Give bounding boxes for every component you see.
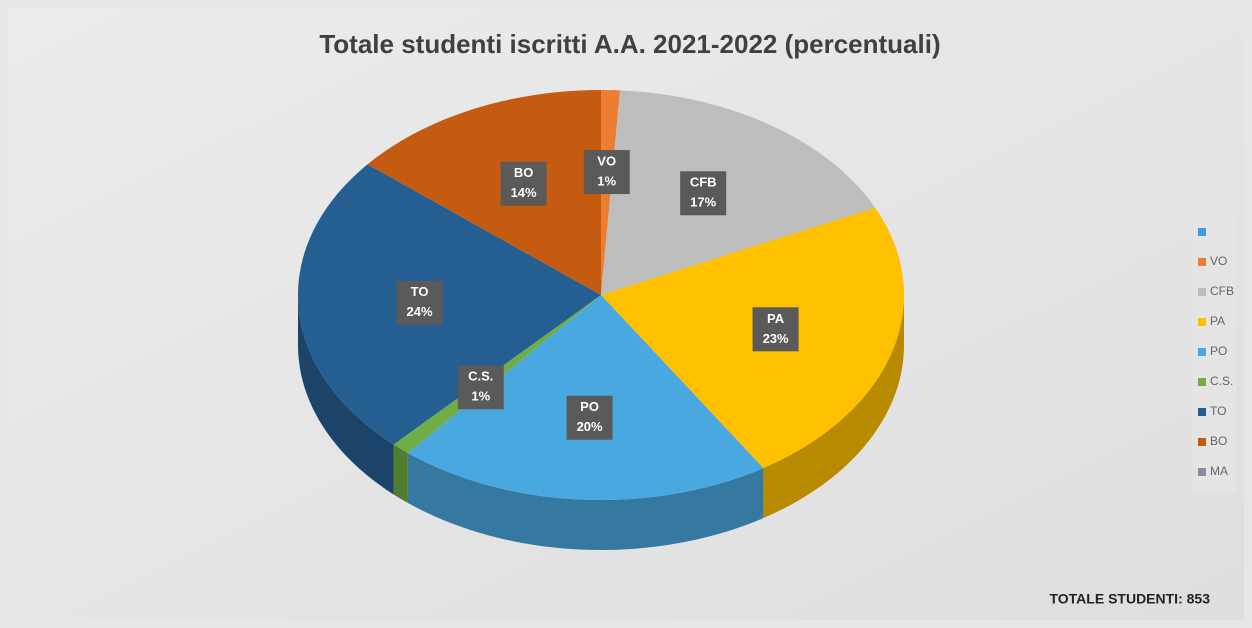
data-label-value: 23% [763, 331, 789, 346]
data-label-box [566, 395, 613, 440]
annotation: TOTALE STUDENTI: 853 [1049, 591, 1210, 607]
legend-label: PA [1210, 314, 1225, 328]
legend-swatch [1198, 438, 1206, 446]
legend-label: VO [1210, 254, 1227, 268]
data-label: PO 20% [566, 395, 613, 440]
legend-label: MA [1210, 464, 1228, 478]
slice-side [763, 295, 904, 519]
data-label-box [752, 307, 799, 352]
slice-side [298, 295, 394, 495]
data-label-category: PO [580, 399, 599, 414]
data-label-box [457, 365, 504, 410]
slice [367, 90, 601, 295]
data-label: PA 23% [752, 307, 799, 352]
data-label: TO 24% [396, 280, 443, 325]
slice [601, 90, 876, 296]
legend-label: BO [1210, 434, 1227, 448]
data-label: BO 14% [500, 161, 547, 206]
data-label-value: 17% [690, 195, 716, 210]
data-label-category: VO [597, 153, 616, 168]
data-label-box [500, 161, 547, 206]
slice [601, 207, 904, 469]
data-label-value: 20% [577, 419, 603, 434]
data-label-category: C.S. [468, 369, 493, 384]
data-label: VO 1% [583, 150, 630, 195]
legend-swatch [1198, 378, 1206, 386]
data-label-category: TO [411, 284, 429, 299]
data-label: CFB 17% [680, 171, 727, 216]
legend-swatch [1198, 408, 1206, 416]
legend-label: TO [1210, 404, 1226, 418]
data-label-category: PA [767, 311, 785, 326]
legend-swatch [1198, 258, 1206, 266]
legend-label: C.S. [1210, 374, 1233, 388]
data-label-value: 14% [511, 185, 537, 200]
legend-swatch [1198, 288, 1206, 296]
legend-swatch [1198, 228, 1206, 236]
data-label-category: BO [514, 165, 534, 180]
chart-title: Totale studenti iscritti A.A. 2021-2022 … [319, 29, 940, 59]
slice-side [407, 452, 764, 550]
data-label-box [680, 171, 727, 216]
data-label-box [583, 150, 630, 195]
data-label-value: 1% [471, 389, 490, 404]
data-label-box [396, 280, 443, 325]
data-label-category: CFB [690, 175, 717, 190]
legend-swatch [1198, 468, 1206, 476]
slice [298, 164, 601, 445]
legend-swatch [1198, 318, 1206, 326]
legend-swatch [1198, 348, 1206, 356]
data-label-value: 24% [407, 304, 433, 319]
data-label: C.S. 1% [457, 365, 504, 410]
slice-side [393, 444, 408, 503]
legend-label: CFB [1210, 284, 1234, 298]
legend-label: PO [1210, 344, 1227, 358]
data-label-value: 1% [597, 173, 616, 188]
